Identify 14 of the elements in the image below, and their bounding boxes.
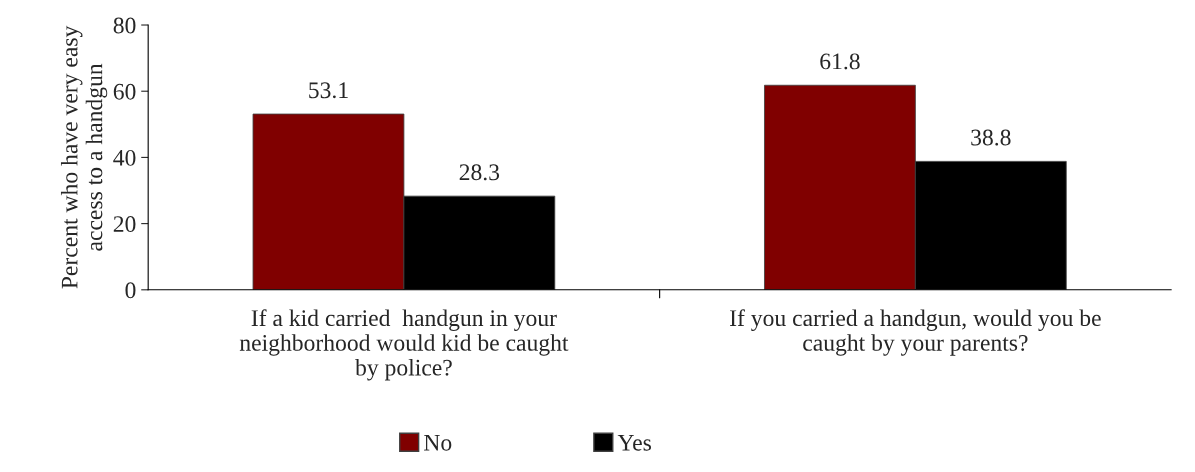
legend-label: Yes — [617, 434, 651, 451]
data-label: 53.1 — [309, 82, 348, 99]
y-tick-label: 0 — [125, 282, 136, 299]
y-tick-label: 40 — [113, 149, 136, 166]
x-tick-label: If a kid carried handgun in your neighborhood would kid be caught by police? — [239, 309, 569, 381]
y-tick-label: 20 — [113, 216, 136, 233]
data-label: 28.3 — [459, 164, 500, 181]
legend-label: No — [424, 434, 452, 451]
x-tick-label: If you carried a handgun, would you be caught by your parents? — [730, 309, 1101, 356]
y-tick-label: 60 — [113, 83, 136, 100]
data-label: 38.8 — [971, 129, 1011, 146]
y-axis-title: Percent who have very easy access to a handgun — [60, 25, 108, 289]
data-label: 61.8 — [820, 53, 860, 70]
y-tick-label: 80 — [113, 17, 136, 34]
